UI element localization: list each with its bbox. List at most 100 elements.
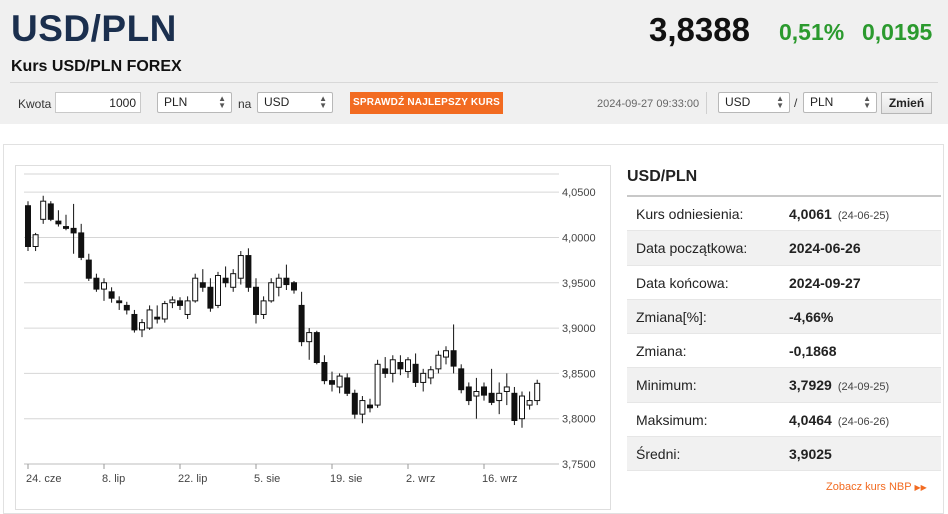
info-label: Zmiana: bbox=[636, 343, 687, 360]
candle-body-up bbox=[230, 273, 237, 288]
info-row-change-pct: Zmiana[%]: -4,66% bbox=[627, 299, 941, 335]
info-row-maximum: Maksimum: 4,0464 (24-06-26) bbox=[627, 403, 941, 438]
toolbar-divider bbox=[706, 92, 707, 114]
candle-body-up bbox=[215, 275, 221, 306]
candle-body-up bbox=[237, 255, 244, 279]
candle-body-down bbox=[329, 380, 335, 385]
select-arrows-icon: ▲ ▼ bbox=[319, 94, 327, 110]
candle-body-down bbox=[397, 362, 404, 370]
value-text: 2024-09-27 bbox=[789, 274, 861, 291]
info-title: USD/PLN bbox=[627, 168, 698, 185]
info-value: 3,9025 bbox=[789, 446, 832, 462]
candle-body-up bbox=[405, 359, 411, 373]
candle-body-up bbox=[260, 300, 267, 315]
candle-body-up bbox=[435, 354, 442, 370]
candle-body-down bbox=[351, 392, 358, 415]
to-currency-value: USD bbox=[264, 95, 290, 109]
candle-body-up bbox=[101, 282, 107, 290]
info-title-underline bbox=[627, 195, 941, 197]
current-price: 3,8388 bbox=[649, 11, 750, 48]
x-tick-label: 8. lip bbox=[102, 473, 125, 485]
info-row-average: Średni: 3,9025 bbox=[627, 437, 941, 472]
candle-body-up bbox=[336, 375, 343, 388]
candle-body-down bbox=[313, 332, 320, 363]
candle-body-down bbox=[47, 203, 54, 220]
header-divider bbox=[10, 82, 938, 83]
value-text: -0,1868 bbox=[789, 343, 837, 360]
candle-body-up bbox=[389, 359, 396, 374]
y-tick-label: 3,8000 bbox=[562, 414, 596, 426]
candle-body-up bbox=[268, 282, 275, 302]
candle-body-down bbox=[85, 259, 92, 279]
candle-body-up bbox=[359, 400, 366, 415]
x-tick-label: 24. cze bbox=[26, 473, 61, 485]
nbp-rate-link[interactable]: Zobacz kurs NBP ▶▶ bbox=[826, 481, 927, 493]
candle-body-down bbox=[131, 313, 138, 331]
check-best-rate-button[interactable]: SPRAWDŹ NAJLEPSZY KURS bbox=[350, 92, 503, 114]
change-pair-button[interactable]: Zmień bbox=[881, 92, 932, 114]
candle-body-up bbox=[496, 392, 503, 402]
pair-quote-select[interactable]: PLN ▲ ▼ bbox=[803, 92, 877, 113]
value-date: (24-06-25) bbox=[837, 210, 890, 222]
to-currency-select[interactable]: USD ▲ ▼ bbox=[257, 92, 333, 113]
info-label: Maksimum: bbox=[636, 411, 708, 428]
info-label: Data początkowa: bbox=[636, 240, 748, 257]
candle-body-down bbox=[25, 205, 31, 247]
candle-body-down bbox=[55, 220, 62, 225]
candle-body-down bbox=[321, 362, 328, 382]
pair-title: USD/PLN bbox=[11, 8, 177, 49]
y-tick-label: 3,9500 bbox=[562, 278, 596, 290]
candle-body-down bbox=[253, 286, 259, 315]
info-row-minimum: Minimum: 3,7929 (24-09-25) bbox=[627, 368, 941, 403]
candle-body-down bbox=[488, 392, 495, 403]
candle-body-up bbox=[275, 277, 282, 288]
value-text: 2024-06-26 bbox=[789, 240, 861, 257]
candle-body-up bbox=[192, 277, 199, 302]
amount-input[interactable] bbox=[55, 92, 141, 113]
candle-body-down bbox=[412, 363, 419, 383]
quote-subtitle: Kurs USD/PLN FOREX bbox=[11, 58, 182, 75]
candle-body-down bbox=[93, 277, 100, 290]
chart-container: 4,0500 4,0000 3,9500 3,9000 3,8500 3,8000 3,75… bbox=[15, 165, 611, 510]
candle-body-up bbox=[161, 303, 168, 320]
x-tick-label: 16. wrz bbox=[482, 473, 517, 485]
info-label: Minimum: bbox=[636, 377, 697, 394]
info-value: 4,0464 (24-06-26) bbox=[789, 412, 889, 428]
candle-body-up bbox=[32, 234, 39, 247]
from-currency-select[interactable]: PLN ▲ ▼ bbox=[157, 92, 232, 113]
to-label: na bbox=[238, 97, 252, 111]
double-chevron-right-icon: ▶▶ bbox=[914, 483, 927, 492]
candle-body-down bbox=[450, 350, 457, 367]
candle-body-down bbox=[245, 255, 252, 288]
info-row-end-date: Data końcowa: 2024-09-27 bbox=[627, 266, 941, 300]
candle-body-down bbox=[283, 277, 290, 286]
info-value: 2024-09-27 bbox=[789, 275, 861, 291]
candle-body-down bbox=[177, 300, 183, 306]
value-text: 3,7929 bbox=[789, 377, 832, 394]
candle-body-down bbox=[199, 282, 206, 288]
candle-body-down bbox=[123, 304, 130, 311]
value-text: 4,0464 bbox=[789, 411, 832, 428]
info-row-start-date: Data początkowa: 2024-06-26 bbox=[627, 231, 941, 266]
candle-body-up bbox=[503, 386, 510, 392]
y-tick-label: 3,7500 bbox=[562, 459, 596, 471]
x-tick-label: 5. sie bbox=[254, 473, 280, 485]
candle-body-up bbox=[420, 372, 427, 383]
pair-base-select[interactable]: USD ▲ ▼ bbox=[718, 92, 790, 113]
y-tick-label: 4,0000 bbox=[562, 232, 596, 244]
candle-body-down bbox=[298, 304, 305, 343]
candle-body-down bbox=[222, 277, 229, 284]
candle-body-down bbox=[382, 368, 389, 374]
info-label: Zmiana[%]: bbox=[636, 308, 707, 325]
candle-body-down bbox=[116, 300, 123, 304]
candle-body-down bbox=[108, 291, 115, 299]
x-tick-label: 19. sie bbox=[330, 473, 362, 485]
candle-body-down bbox=[70, 227, 77, 234]
info-table: Kurs odniesienia: 4,0061 (24-06-25) Data … bbox=[627, 197, 941, 472]
value-date: (24-09-25) bbox=[837, 381, 890, 394]
pair-slash: / bbox=[794, 96, 798, 110]
candle-body-down bbox=[465, 386, 472, 402]
candle-body-down bbox=[458, 368, 465, 391]
nbp-link-text: Zobacz kurs NBP bbox=[826, 481, 912, 493]
info-value: 2024-06-26 bbox=[789, 240, 861, 256]
